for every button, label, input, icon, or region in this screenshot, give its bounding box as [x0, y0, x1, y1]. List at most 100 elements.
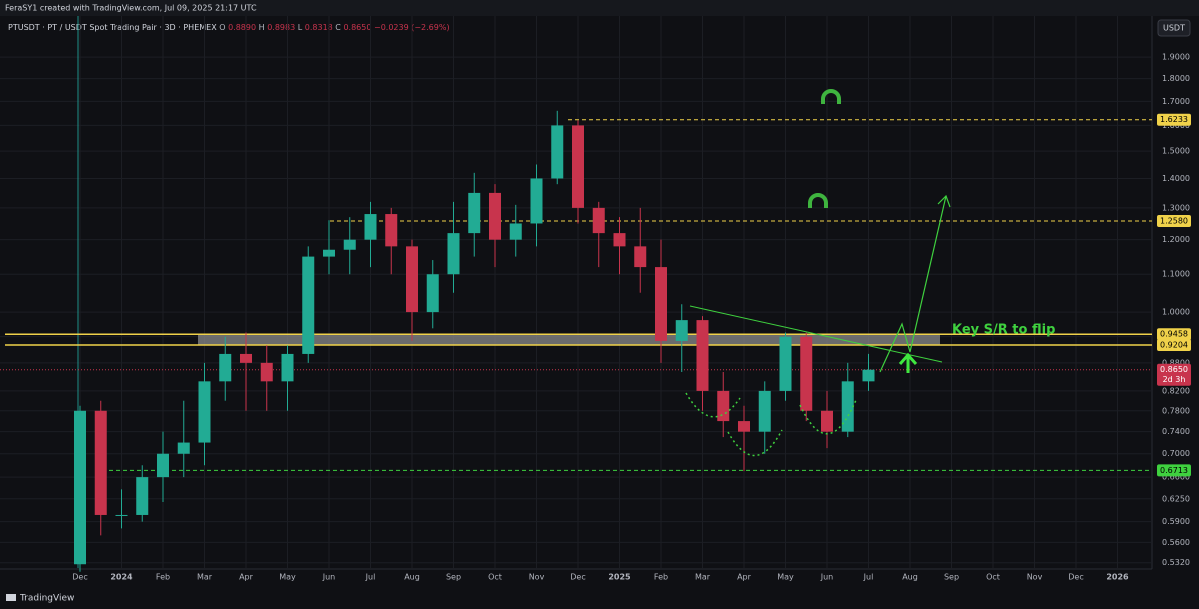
candle-body	[592, 207, 605, 234]
candle-body	[613, 233, 626, 247]
candle-body	[572, 125, 584, 208]
y-tick-label: 1.5000	[1162, 147, 1190, 156]
x-tick-label: Sep	[944, 573, 959, 582]
x-tick-label: 2026	[1106, 573, 1129, 582]
x-tick-label: Feb	[654, 573, 668, 582]
currency: USDT	[1163, 24, 1185, 33]
y-tick-label: 0.6600	[1162, 473, 1190, 482]
caption: FeraSY1 created with TradingView.com, Ju…	[5, 4, 257, 13]
projection-arrowhead	[937, 194, 951, 208]
last-price-label: 0.8650	[1160, 365, 1188, 374]
y-tick-label: 1.0000	[1162, 308, 1190, 317]
y-tick-label: 0.7800	[1162, 406, 1190, 415]
candle-body	[281, 353, 294, 382]
candle-body	[115, 514, 128, 516]
x-tick-label: Jun	[820, 573, 834, 582]
level-badge	[1157, 328, 1191, 341]
y-tick-label: 0.7000	[1162, 449, 1190, 458]
footer: TradingView	[19, 594, 74, 604]
sr-zone	[198, 334, 940, 346]
symbol-legend: PTUSDT · PT / USDT Spot Trading Pair · 3…	[8, 23, 450, 32]
level-label: 1.2580	[1160, 216, 1188, 225]
x-tick-label: Mar	[197, 573, 213, 582]
level-badge	[1157, 464, 1191, 477]
level-label: 0.9204	[1160, 341, 1188, 350]
shoulder-arc	[685, 392, 741, 418]
magnet-icon	[821, 89, 841, 104]
x-tick-label: Sep	[446, 573, 461, 582]
currency-button[interactable]	[1157, 19, 1191, 37]
last-price-badge	[1157, 363, 1191, 386]
candle-body	[758, 390, 771, 432]
candle-body	[862, 369, 875, 382]
candle-body	[696, 320, 709, 391]
legend-item: PTUSDT · PT / USDT Spot Trading Pair · 3…	[8, 23, 217, 32]
x-tick-label: Aug	[902, 573, 918, 582]
legend-item: 0.8890	[228, 23, 256, 32]
candle-body	[406, 246, 418, 313]
x-tick-label: Dec	[72, 573, 87, 582]
candle-body	[468, 192, 481, 234]
candle-body	[634, 246, 647, 268]
candle-body	[385, 214, 398, 247]
x-tick-label: Oct	[488, 573, 502, 582]
candle-body	[800, 336, 813, 411]
magnet-icon	[808, 193, 828, 208]
x-tick-label: Nov	[1027, 573, 1043, 582]
caption-bar	[0, 0, 1199, 16]
drawings	[685, 89, 951, 457]
candle-body	[364, 214, 377, 240]
head-arc	[727, 429, 783, 457]
x-tick-label: Apr	[239, 573, 254, 582]
legend-item: L	[298, 23, 303, 32]
candle-body	[447, 233, 460, 275]
annotation: Key S/R to flip	[952, 323, 1055, 338]
x-tick-label: May	[777, 573, 794, 582]
candle-body	[551, 125, 564, 179]
x-tick-label: Jul	[863, 573, 874, 582]
x-tick-label: Dec	[570, 573, 585, 582]
candle-body	[509, 223, 522, 240]
candle-body	[157, 453, 169, 478]
x-tick-label: Aug	[404, 573, 420, 582]
y-tick-label: 1.7000	[1162, 97, 1190, 106]
y-tick-label: 0.8800	[1162, 358, 1190, 367]
candle-body	[177, 442, 190, 454]
candle-body	[489, 192, 501, 240]
legend-item: H	[259, 23, 265, 32]
candle-body	[426, 274, 439, 313]
legend-item: 0.8983	[267, 23, 295, 32]
countdown: 2d 3h	[1163, 375, 1186, 384]
y-tick-label: 1.8000	[1162, 74, 1190, 83]
y-tick-label: 0.5600	[1162, 538, 1190, 547]
projection-path	[879, 195, 947, 373]
y-tick-label: 0.5900	[1162, 517, 1190, 526]
level-label: 0.9458	[1160, 330, 1188, 339]
y-tick-label: 1.9000	[1162, 53, 1190, 62]
y-tick-label: 1.1000	[1162, 270, 1190, 279]
y-tick-label: 1.4000	[1162, 174, 1190, 183]
level-badge	[1157, 113, 1191, 126]
legend-item: 0.8650	[343, 23, 371, 32]
x-tick-label: Apr	[737, 573, 752, 582]
x-tick-label: 2025	[608, 573, 631, 582]
x-tick-label: May	[279, 573, 296, 582]
candle-body	[530, 178, 543, 224]
trendline	[689, 305, 943, 363]
candle-body	[675, 320, 688, 341]
candle-body	[94, 410, 107, 515]
x-tick-label: 2024	[110, 573, 133, 582]
candle-body	[821, 410, 833, 432]
x-tick-label: Mar	[695, 573, 711, 582]
candle-body	[219, 353, 232, 382]
level-label: 1.6233	[1160, 115, 1188, 124]
x-tick-label: Jun	[322, 573, 336, 582]
y-tick-label: 0.8200	[1162, 386, 1190, 395]
x-tick-label: Nov	[529, 573, 545, 582]
legend-item: C	[335, 23, 341, 32]
x-tick-label: Feb	[156, 573, 170, 582]
candle-body	[841, 381, 854, 432]
x-tick-label: Dec	[1068, 573, 1083, 582]
candle-body	[302, 256, 315, 354]
